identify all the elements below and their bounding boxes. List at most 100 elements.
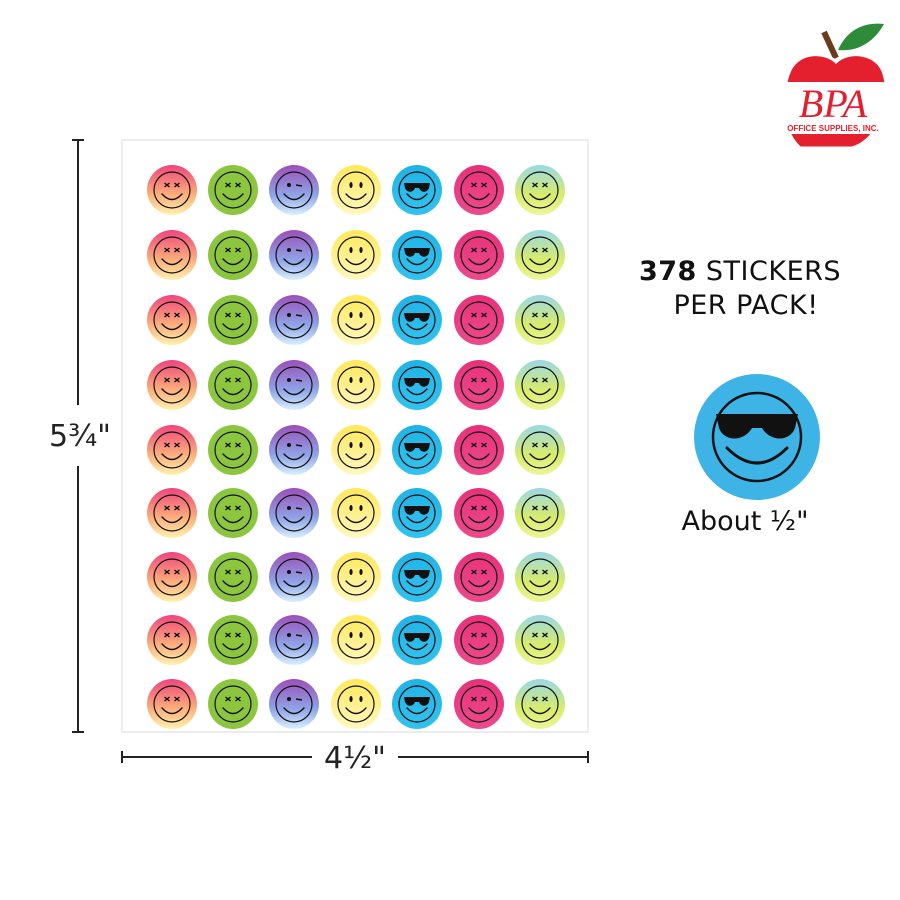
- smile: [283, 707, 305, 715]
- smile: [529, 707, 551, 715]
- sticker: [147, 360, 197, 410]
- eye: [174, 632, 180, 638]
- sticker-outline: [521, 301, 559, 339]
- smile: [222, 193, 244, 201]
- eye: [359, 247, 363, 253]
- smile: [161, 516, 183, 524]
- smile: [345, 388, 367, 396]
- eye: [471, 247, 477, 253]
- sticker: [269, 552, 319, 602]
- sticker-outline: [460, 301, 498, 339]
- sticker: [147, 488, 197, 538]
- logo-tagline: OFFICE SUPPLIES, INC.: [787, 124, 879, 133]
- smile: [161, 388, 183, 396]
- sticker: [392, 165, 442, 215]
- smile: [345, 193, 367, 201]
- sticker-outline: [337, 301, 375, 339]
- sticker: [208, 165, 258, 215]
- smile: [406, 516, 428, 524]
- sticker: [515, 165, 565, 215]
- sunglasses: [404, 378, 430, 387]
- sticker-outline: [460, 236, 498, 274]
- sticker-outline: [460, 171, 498, 209]
- eye: [481, 569, 487, 575]
- eye: [532, 442, 538, 448]
- logo: BPA OFFICE SUPPLIES, INC.: [778, 23, 888, 150]
- sticker: [208, 615, 258, 665]
- smile: [161, 643, 183, 651]
- smile: [345, 580, 367, 588]
- sticker-outline: [711, 391, 803, 483]
- smile: [222, 516, 244, 524]
- sticker: [147, 552, 197, 602]
- sticker-outline: [521, 685, 559, 723]
- wink: [295, 507, 303, 510]
- eye: [164, 696, 170, 702]
- sunglasses: [404, 443, 430, 452]
- eye: [225, 505, 231, 511]
- eye: [471, 632, 477, 638]
- sticker-outline: [275, 431, 313, 469]
- sticker-outline: [460, 558, 498, 596]
- smile: [345, 643, 367, 651]
- eye: [235, 569, 241, 575]
- logo-band: [778, 82, 888, 134]
- logo-stem: [821, 30, 839, 60]
- smile: [468, 453, 490, 461]
- smile: [283, 516, 305, 524]
- sticker: [454, 488, 504, 538]
- sticker-outline: [521, 494, 559, 532]
- smile: [345, 707, 367, 715]
- sticker: [515, 552, 565, 602]
- smile: [406, 453, 428, 461]
- eye: [542, 377, 548, 383]
- eye: [225, 569, 231, 575]
- eye: [225, 182, 231, 188]
- smile: [161, 580, 183, 588]
- eye: [174, 377, 180, 383]
- smile: [161, 323, 183, 331]
- eye: [225, 696, 231, 702]
- sticker-outline: [153, 236, 191, 274]
- eye: [235, 247, 241, 253]
- sticker: [331, 488, 381, 538]
- eye: [532, 632, 538, 638]
- sticker-outline: [398, 685, 436, 723]
- eye: [532, 377, 538, 383]
- sticker: [331, 295, 381, 345]
- sticker: [454, 615, 504, 665]
- sticker-outline: [521, 236, 559, 274]
- smile: [345, 258, 367, 266]
- eye: [349, 247, 353, 253]
- smile: [345, 453, 367, 461]
- eye: [532, 247, 538, 253]
- sticker: [392, 425, 442, 475]
- sticker-outline: [275, 301, 313, 339]
- eye: [164, 312, 170, 318]
- headline-line2: PER PACK!: [673, 290, 818, 321]
- eye: [542, 505, 548, 511]
- sticker-outline: [521, 558, 559, 596]
- sticker: [331, 230, 381, 280]
- sticker: [147, 295, 197, 345]
- eye: [287, 248, 291, 252]
- sticker: [331, 425, 381, 475]
- sticker: [269, 165, 319, 215]
- sticker-outline: [153, 431, 191, 469]
- sticker-outline: [460, 621, 498, 659]
- sticker: [454, 295, 504, 345]
- width-label: 4½": [324, 741, 386, 776]
- sticker: [269, 615, 319, 665]
- sticker: [515, 295, 565, 345]
- eye: [225, 442, 231, 448]
- wink: [295, 698, 303, 701]
- smile: [222, 580, 244, 588]
- sticker-grid: [147, 165, 565, 729]
- smile: [529, 258, 551, 266]
- smile: [406, 643, 428, 651]
- eye: [235, 696, 241, 702]
- sticker-outline: [337, 366, 375, 404]
- eye: [359, 377, 363, 383]
